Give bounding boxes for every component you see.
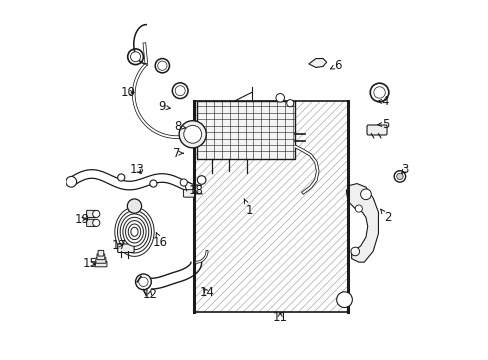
FancyBboxPatch shape	[86, 219, 96, 226]
Circle shape	[155, 59, 169, 73]
Circle shape	[393, 171, 405, 182]
Circle shape	[180, 179, 187, 186]
Polygon shape	[346, 184, 378, 262]
FancyBboxPatch shape	[183, 190, 194, 197]
Polygon shape	[128, 224, 141, 240]
Circle shape	[286, 100, 293, 107]
Text: 15: 15	[82, 257, 98, 270]
Circle shape	[179, 121, 206, 148]
Circle shape	[197, 176, 205, 184]
Text: 19: 19	[74, 213, 89, 226]
Polygon shape	[115, 207, 154, 256]
Text: 14: 14	[199, 286, 214, 299]
FancyBboxPatch shape	[86, 210, 96, 217]
Text: 12: 12	[142, 288, 157, 301]
Circle shape	[396, 173, 402, 180]
Text: 13: 13	[130, 163, 144, 176]
Text: 10: 10	[121, 86, 136, 99]
Text: 5: 5	[377, 118, 388, 131]
Circle shape	[157, 61, 166, 70]
Circle shape	[127, 49, 143, 64]
Circle shape	[354, 205, 362, 212]
Text: 1: 1	[244, 199, 253, 217]
Text: 7: 7	[173, 147, 183, 160]
Circle shape	[135, 274, 151, 290]
Polygon shape	[125, 221, 143, 243]
Circle shape	[93, 210, 100, 217]
Circle shape	[118, 174, 124, 181]
FancyBboxPatch shape	[118, 244, 134, 252]
Circle shape	[139, 277, 148, 287]
Circle shape	[336, 292, 352, 307]
Text: 16: 16	[153, 233, 168, 249]
Circle shape	[360, 189, 370, 200]
FancyBboxPatch shape	[96, 257, 106, 263]
Circle shape	[175, 86, 185, 96]
Polygon shape	[308, 59, 326, 67]
Text: 6: 6	[330, 59, 341, 72]
Text: 11: 11	[272, 311, 287, 324]
FancyBboxPatch shape	[95, 261, 107, 267]
FancyBboxPatch shape	[366, 125, 386, 135]
Text: 3: 3	[401, 163, 408, 176]
Circle shape	[127, 199, 142, 213]
Circle shape	[369, 83, 388, 102]
Circle shape	[172, 83, 188, 99]
FancyBboxPatch shape	[97, 254, 104, 260]
Text: 17: 17	[111, 239, 126, 252]
Circle shape	[373, 87, 385, 98]
FancyBboxPatch shape	[98, 250, 103, 256]
Circle shape	[275, 94, 284, 102]
Circle shape	[66, 176, 77, 187]
Polygon shape	[122, 217, 146, 246]
Circle shape	[183, 125, 201, 143]
Bar	[194, 102, 347, 312]
Circle shape	[350, 247, 359, 256]
Text: 8: 8	[174, 120, 185, 133]
Polygon shape	[131, 227, 138, 236]
Text: 2: 2	[380, 209, 390, 224]
Circle shape	[149, 180, 157, 187]
Circle shape	[93, 219, 100, 226]
Text: 9: 9	[158, 100, 170, 113]
Polygon shape	[120, 214, 148, 249]
Polygon shape	[117, 211, 151, 253]
Text: 4: 4	[377, 95, 388, 108]
Circle shape	[130, 52, 140, 62]
Bar	[197, 102, 294, 158]
Text: 18: 18	[188, 184, 203, 197]
